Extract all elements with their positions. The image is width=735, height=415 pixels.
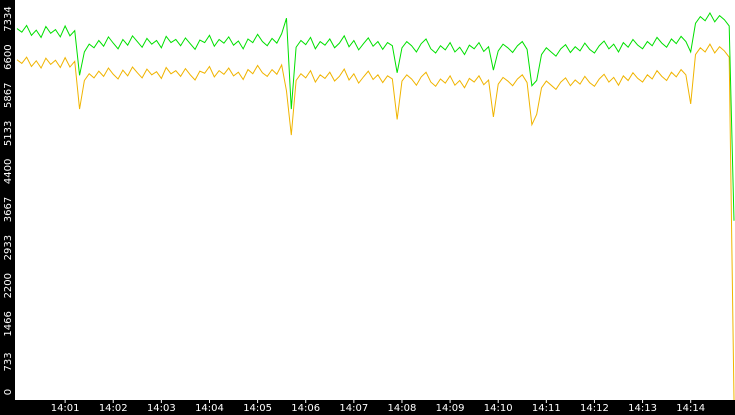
x-tick-label: 14:01 [51, 403, 80, 414]
x-tick-label: 14:05 [243, 403, 272, 414]
x-tick-label: 14:03 [147, 403, 176, 414]
line-series [16, 43, 735, 401]
y-tick-label: 3667 [3, 197, 14, 222]
y-tick-label: 6600 [3, 44, 14, 69]
y-tick-label: 5867 [3, 82, 14, 107]
x-tick-label: 14:07 [339, 403, 368, 414]
line-series [16, 11, 735, 221]
x-tick-label: 14:14 [676, 403, 705, 414]
x-tick-label: 14:08 [388, 403, 417, 414]
y-tick-label: 2933 [3, 235, 14, 260]
y-tick-label: 4400 [3, 159, 14, 184]
y-tick-label: 0 [3, 389, 14, 395]
y-tick-label: 1466 [3, 311, 14, 336]
x-axis-strip [0, 400, 735, 415]
y-axis-strip [0, 0, 15, 415]
y-tick-label: 5133 [3, 121, 14, 146]
x-tick-label: 14:06 [291, 403, 320, 414]
y-tick-label: 2200 [3, 273, 14, 298]
x-tick-label: 14:11 [532, 403, 561, 414]
y-tick-label: 7334 [3, 6, 14, 31]
x-tick-label: 14:09 [436, 403, 465, 414]
x-tick-label: 14:13 [628, 403, 657, 414]
x-tick-label: 14:12 [580, 403, 609, 414]
x-tick-label: 14:02 [99, 403, 128, 414]
x-tick-label: 14:10 [484, 403, 513, 414]
y-tick-label: 733 [3, 352, 14, 371]
x-tick-label: 14:04 [195, 403, 224, 414]
